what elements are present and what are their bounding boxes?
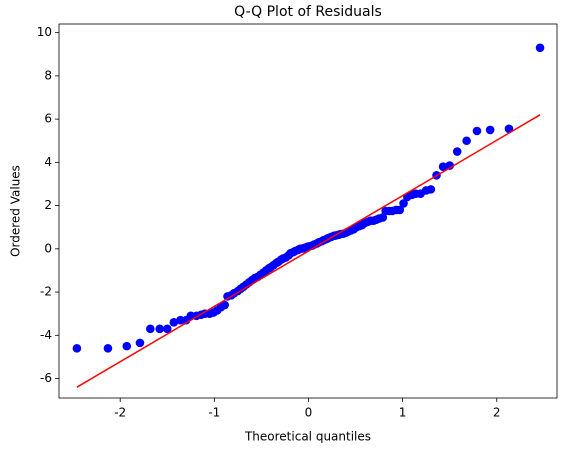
point — [426, 185, 436, 194]
x-tick-label: 2 — [493, 406, 501, 420]
point — [399, 199, 408, 208]
point — [155, 324, 165, 334]
point — [438, 162, 448, 171]
point — [378, 213, 388, 222]
point — [452, 147, 462, 156]
point — [395, 205, 405, 215]
y-tick-label: 10 — [37, 25, 52, 39]
point — [103, 343, 113, 353]
point — [220, 300, 229, 310]
point — [135, 338, 145, 348]
point — [535, 43, 545, 53]
x-tick-label: -1 — [208, 406, 220, 420]
point — [169, 318, 179, 327]
y-tick-label: -6 — [40, 371, 52, 385]
point — [445, 161, 454, 170]
y-tick-label: 4 — [44, 155, 52, 169]
x-tick-label: 1 — [399, 406, 407, 420]
x-tick-label: 0 — [305, 406, 313, 420]
y-tick-label: 2 — [44, 198, 52, 212]
y-axis-label: Ordered Values — [9, 165, 23, 257]
chart-title: Q-Q Plot of Residuals — [234, 4, 382, 20]
point — [122, 341, 132, 351]
point — [485, 125, 495, 135]
axes-frame — [58, 23, 558, 399]
plot-area — [59, 24, 557, 398]
fit-line — [76, 114, 541, 388]
y-tick-label: -2 — [40, 285, 52, 299]
x-tick-label: -2 — [114, 406, 126, 420]
point — [162, 324, 172, 334]
y-tick-label: 6 — [44, 112, 52, 126]
x-axis-label: Theoretical quantiles — [244, 430, 371, 444]
point — [462, 136, 471, 146]
point — [472, 126, 482, 136]
point — [146, 324, 155, 334]
point — [72, 343, 82, 353]
y-tick-label: 8 — [44, 68, 52, 82]
y-tick-label: 0 — [44, 241, 52, 255]
y-tick-label: -4 — [40, 328, 52, 342]
